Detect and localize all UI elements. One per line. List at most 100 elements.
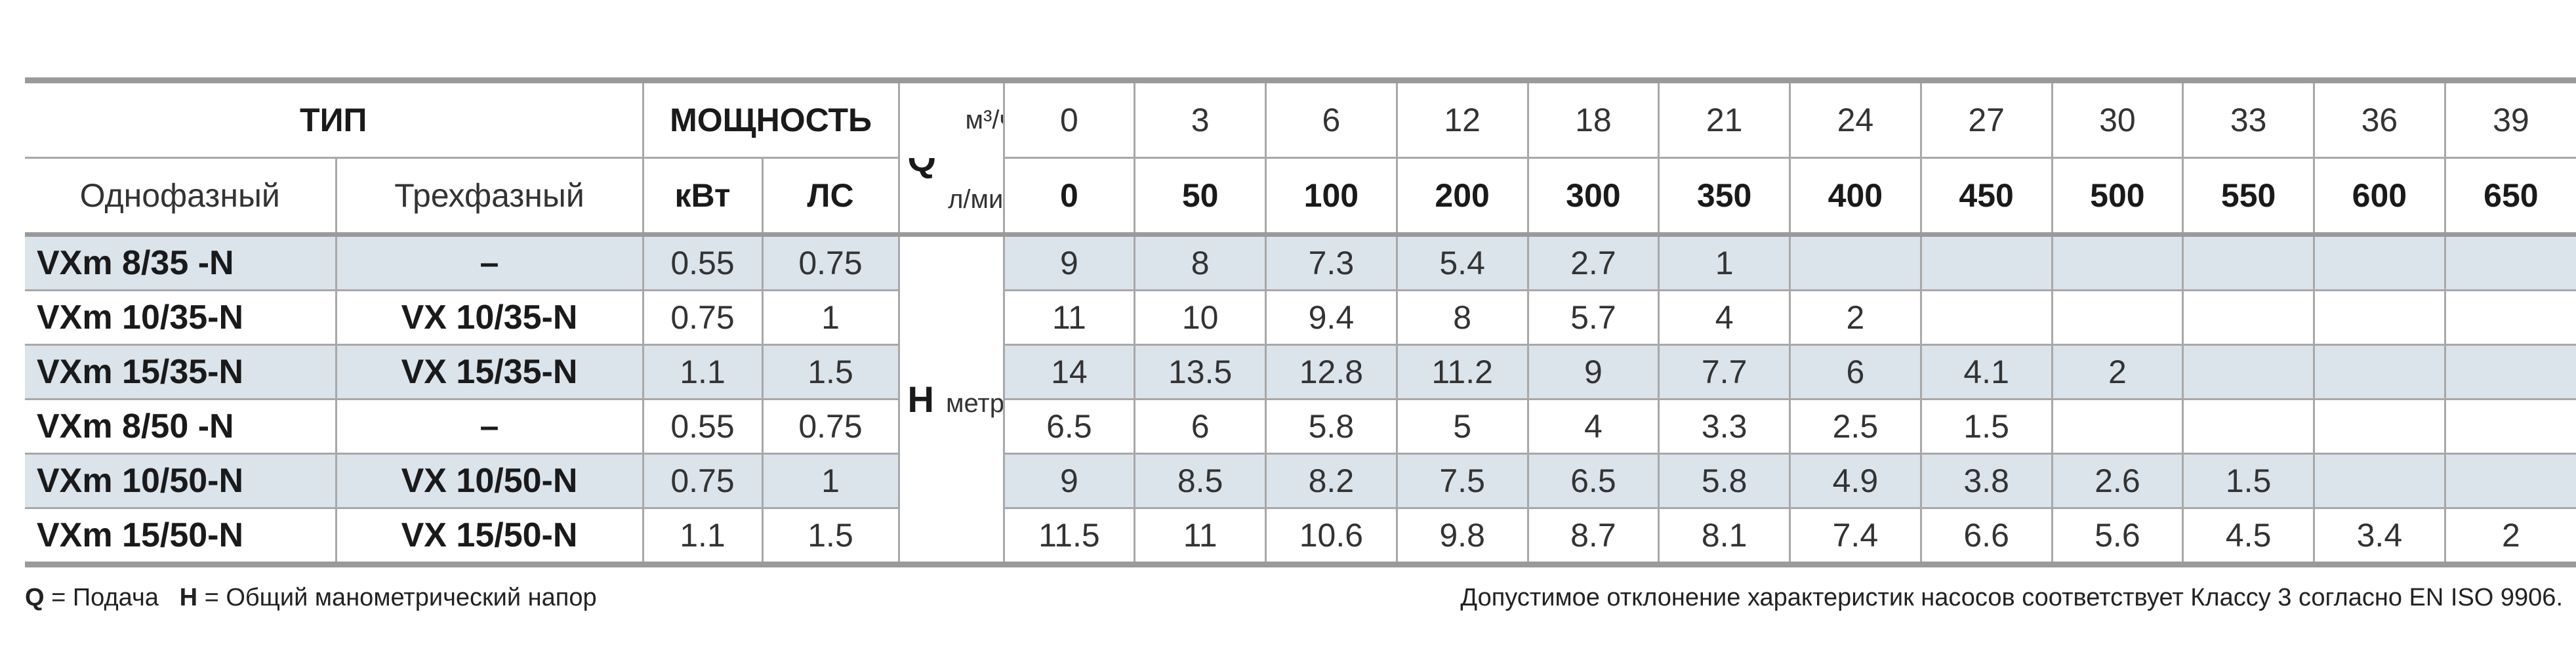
- head-value-cell: 3.8: [1919, 453, 2053, 509]
- head-value-cell: 2.6: [2051, 453, 2184, 509]
- table-row: VXm 10/35-N VX 10/35-N 0.75 1 11 10 9.4 8 5.7 4 2: [25, 289, 2576, 346]
- flow-m3h-cell: 21: [1658, 79, 1791, 159]
- head-value-cell: [2051, 234, 2184, 291]
- header-row-flow-lmin: Однофазный Трехфазный кВт ЛС Qл/мин. 050…: [25, 157, 2576, 236]
- single-phase-model: VXm 15/50-N: [25, 507, 337, 565]
- power-kw: 1.1: [642, 344, 764, 400]
- legend-h-symbol: H: [179, 584, 198, 611]
- single-phase-model: VXm 10/50-N: [25, 453, 337, 509]
- flow-lmin-cell: 300: [1526, 157, 1660, 236]
- head-value-cell: [2313, 344, 2446, 400]
- q-label-cell: м³/ч.: [897, 79, 1005, 158]
- three-phase-header: Трехфазный: [335, 157, 644, 236]
- flow-m3h-cell: 33: [2182, 79, 2316, 159]
- flow-m3h-cell: 3: [1134, 79, 1267, 159]
- head-value-cell: [1789, 234, 1922, 291]
- head-value-cell: 6: [1134, 398, 1267, 455]
- head-value-cell: 2: [2443, 507, 2576, 565]
- head-value-cell: 8.1: [1658, 507, 1791, 565]
- head-value-cell: [2182, 289, 2316, 346]
- three-phase-model: –: [335, 234, 644, 291]
- footer-legend: Q = Подача H = Общий манометрический нап…: [25, 584, 597, 612]
- head-value-cell: [2182, 398, 2316, 455]
- head-value-cell: 11.2: [1395, 344, 1529, 400]
- head-value-cell: 9: [1526, 344, 1660, 400]
- head-value-cell: 4.9: [1789, 453, 1922, 509]
- head-value-cell: 4.1: [1919, 344, 2053, 400]
- head-value-cell: 9.4: [1265, 289, 1398, 346]
- single-phase-model: VXm 15/35-N: [25, 344, 337, 400]
- head-value-cell: 10: [1134, 289, 1267, 346]
- head-value-cell: 7.5: [1395, 453, 1529, 509]
- head-value-cell: 2: [1789, 289, 1922, 346]
- head-value-cell: [2443, 453, 2576, 509]
- head-value-cell: [2182, 344, 2316, 400]
- table-row: VXm 8/35 -N–0.550.75Hметры987.35.42.71: [25, 234, 2576, 565]
- head-value-cell: [2182, 234, 2316, 291]
- table-row: VXm 15/35-N VX 15/35-N 1.1 1.5 14 13.5 12.8 11.…: [25, 344, 2576, 400]
- flow-lmin-cell: 200: [1395, 157, 1529, 236]
- head-value-cell: 1.5: [2182, 453, 2316, 509]
- head-value-cell: 6.6: [1919, 507, 2053, 565]
- head-value-cell: [2313, 453, 2446, 509]
- flow-lmin-cell: 100: [1265, 157, 1398, 236]
- head-value-cell: 7.3: [1265, 234, 1398, 291]
- head-value-cell: 3.4: [2313, 507, 2446, 565]
- power-kw: 0.75: [642, 289, 764, 346]
- head-value-cell: [2443, 289, 2576, 346]
- flow-m3h-cell: 24: [1789, 79, 1922, 159]
- head-value-cell: 4.5: [2182, 507, 2316, 565]
- flow-m3h-cell: 39: [2443, 79, 2576, 159]
- power-header: МОЩНОСТЬ: [642, 79, 900, 159]
- flow-m3h-cell: 6: [1265, 79, 1398, 159]
- flow-m3h-cell: 36: [2313, 79, 2446, 159]
- single-phase-model: VXm 8/50 -N: [25, 398, 337, 455]
- power-kw: 1.1: [642, 507, 764, 565]
- kw-header: кВт: [642, 157, 764, 236]
- head-value-cell: 9: [1002, 453, 1136, 509]
- three-phase-model: VX 15/35-N: [335, 344, 644, 400]
- head-value-cell: 5.8: [1265, 398, 1398, 455]
- head-value-cell: 11: [1134, 507, 1267, 565]
- head-value-cell: [2313, 234, 2446, 291]
- q-symbol: Q: [907, 157, 937, 179]
- single-phase-model: VXm 10/35-N: [25, 289, 337, 346]
- power-hp: 0.75: [761, 234, 900, 291]
- head-value-cell: [1919, 234, 2053, 291]
- q-unit-m3h: м³/ч.: [965, 106, 1002, 135]
- head-value-cell: 11: [1002, 289, 1136, 346]
- head-value-cell: [2443, 344, 2576, 400]
- head-value-cell: 5.8: [1658, 453, 1791, 509]
- three-phase-model: –: [335, 398, 644, 455]
- power-kw: 0.75: [642, 453, 764, 509]
- head-value-cell: 9.8: [1395, 507, 1529, 565]
- power-hp: 1: [761, 453, 900, 509]
- flow-m3h-cell: 27: [1919, 79, 2053, 159]
- head-value-cell: 6.5: [1526, 453, 1660, 509]
- power-hp: 1.5: [761, 507, 900, 565]
- head-value-cell: 8: [1134, 234, 1267, 291]
- head-value-cell: 10.6: [1265, 507, 1398, 565]
- flow-lmin-cell: 350: [1658, 157, 1791, 236]
- power-kw: 0.55: [642, 234, 764, 291]
- power-hp: 1: [761, 289, 900, 346]
- three-phase-model: VX 15/50-N: [335, 507, 644, 565]
- head-value-cell: 2: [2051, 344, 2184, 400]
- flow-lmin-cell: 500: [2051, 157, 2184, 236]
- flow-lmin-cell: 600: [2313, 157, 2446, 236]
- pump-performance-table: ТИП МОЩНОСТЬ м³/ч. 036121821242730333639…: [25, 77, 2576, 567]
- head-value-cell: 8.5: [1134, 453, 1267, 509]
- head-value-cell: 8: [1395, 289, 1529, 346]
- head-value-cell: [2313, 289, 2446, 346]
- head-value-cell: 2.7: [1526, 234, 1660, 291]
- head-value-cell: 1.5: [1919, 398, 2053, 455]
- three-phase-model: VX 10/50-N: [335, 453, 644, 509]
- legend-q-text: = Подача: [44, 584, 159, 611]
- head-value-cell: 5: [1395, 398, 1529, 455]
- head-value-cell: [2051, 289, 2184, 346]
- head-value-cell: 9: [1002, 234, 1136, 291]
- head-value-cell: 1: [1658, 234, 1791, 291]
- single-phase-model: VXm 8/35 -N: [25, 234, 337, 291]
- power-hp: 1.5: [761, 344, 900, 400]
